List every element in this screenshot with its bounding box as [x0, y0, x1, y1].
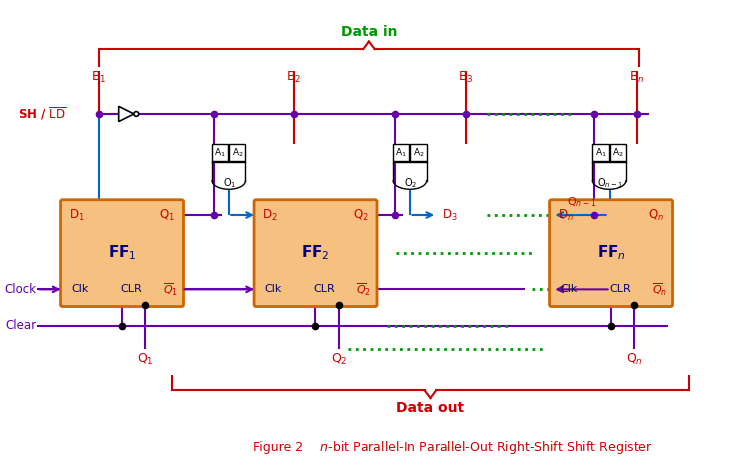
Text: A$_1$: A$_1$	[214, 146, 226, 159]
Text: D$_1$: D$_1$	[69, 207, 85, 223]
Text: Q$_n$: Q$_n$	[648, 207, 664, 223]
Text: Figure 2: Figure 2	[253, 441, 303, 454]
Text: Q$_{n-1}$: Q$_{n-1}$	[567, 195, 597, 209]
Text: $n$-bit Parallel-In Parallel-Out Right-Shift Shift Register: $n$-bit Parallel-In Parallel-Out Right-S…	[308, 439, 653, 456]
Text: CLR: CLR	[313, 284, 335, 294]
Text: SH / $\overline{\mathrm{LD}}$: SH / $\overline{\mathrm{LD}}$	[17, 106, 66, 122]
Text: B$_1$: B$_1$	[91, 70, 106, 85]
Text: A$_2$: A$_2$	[612, 146, 623, 159]
Text: B$_n$: B$_n$	[629, 70, 645, 85]
Text: FF$_n$: FF$_n$	[596, 244, 625, 262]
Text: $\overline{Q}_2$: $\overline{Q}_2$	[356, 281, 371, 298]
Text: CLR: CLR	[120, 284, 142, 294]
Text: CLR: CLR	[609, 284, 631, 294]
Bar	[609, 145, 625, 161]
Bar	[229, 145, 246, 161]
Text: Q$_n$: Q$_n$	[626, 351, 643, 366]
Text: D$_2$: D$_2$	[262, 207, 278, 223]
Text: Clk: Clk	[560, 284, 577, 294]
Text: O$_{n-1}$: O$_{n-1}$	[596, 177, 623, 190]
Text: Clear: Clear	[6, 319, 36, 332]
Text: A$_1$: A$_1$	[595, 146, 607, 159]
Text: Data in: Data in	[340, 25, 397, 39]
Text: Q$_2$: Q$_2$	[353, 207, 369, 223]
Text: Clock: Clock	[4, 283, 36, 296]
Bar	[410, 145, 426, 161]
Text: A$_1$: A$_1$	[395, 146, 408, 159]
Text: Clk: Clk	[71, 284, 88, 294]
Text: Q$_1$: Q$_1$	[137, 351, 154, 366]
Text: Clk: Clk	[265, 284, 282, 294]
Text: O$_1$: O$_1$	[222, 177, 236, 190]
Bar	[593, 145, 609, 161]
Bar	[393, 145, 410, 161]
Text: D$_3$: D$_3$	[442, 207, 458, 223]
Text: FF$_2$: FF$_2$	[301, 244, 330, 262]
Text: $\overline{Q}_1$: $\overline{Q}_1$	[163, 281, 178, 298]
Bar	[212, 145, 228, 161]
Text: D$_n$: D$_n$	[558, 207, 574, 223]
Text: A$_2$: A$_2$	[232, 146, 243, 159]
FancyBboxPatch shape	[550, 200, 673, 307]
FancyBboxPatch shape	[61, 200, 184, 307]
Text: Q$_1$: Q$_1$	[160, 207, 175, 223]
Text: Data out: Data out	[397, 400, 464, 414]
Text: FF$_1$: FF$_1$	[108, 244, 136, 262]
Text: B$_3$: B$_3$	[458, 70, 473, 85]
Text: O$_2$: O$_2$	[404, 177, 417, 190]
FancyBboxPatch shape	[254, 200, 377, 307]
Text: A$_2$: A$_2$	[413, 146, 424, 159]
Text: $\overline{Q}_n$: $\overline{Q}_n$	[652, 281, 667, 298]
Text: Q$_2$: Q$_2$	[331, 351, 347, 366]
Text: B$_2$: B$_2$	[286, 70, 302, 85]
